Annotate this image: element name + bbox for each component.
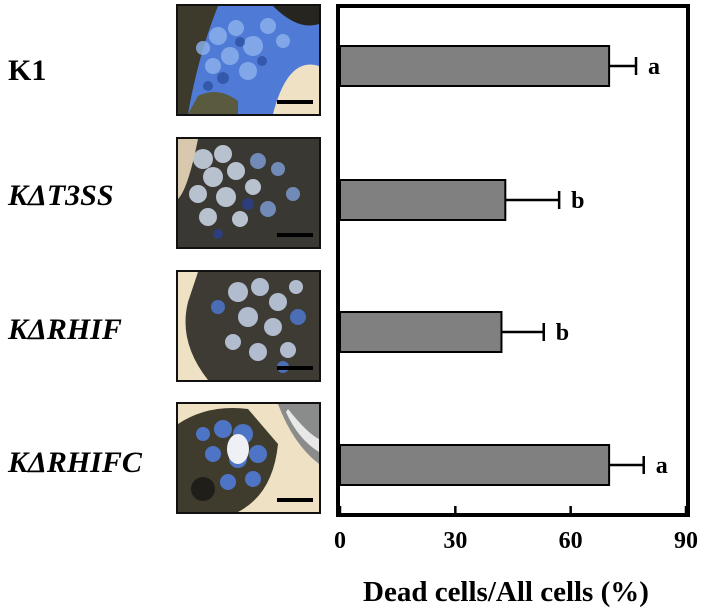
x-axis-title: Dead cells/All cells (%) xyxy=(363,576,649,608)
significance-label-2: b xyxy=(556,320,569,346)
x-tick-label-3: 90 xyxy=(674,528,698,554)
strain-label-k1: K1 xyxy=(8,54,47,87)
micrograph-kdt3ss xyxy=(176,137,321,249)
x-tick-label-2: 60 xyxy=(559,528,583,554)
plot-frame xyxy=(336,4,690,517)
strain-label-kdrhif: KΔRHIF xyxy=(8,313,122,346)
micrograph-k1-image xyxy=(178,6,319,114)
x-tick-label-0: 0 xyxy=(334,528,346,554)
bar-2 xyxy=(339,311,503,353)
bar-3 xyxy=(339,444,611,486)
bars-layer: a b b a xyxy=(339,45,668,486)
strain-label-kdrhifc: KΔRHIFC xyxy=(8,446,142,479)
micrograph-kdrhifc-image xyxy=(178,404,319,512)
significance-label-0: a xyxy=(648,54,660,80)
micrograph-k1 xyxy=(176,4,321,116)
bar-1 xyxy=(339,179,507,221)
micrograph-kdt3ss-image xyxy=(178,139,319,247)
micrograph-kdrhif xyxy=(176,270,321,382)
significance-label-3: a xyxy=(656,453,668,479)
bar-chart: a b b a 0 30 60 90 xyxy=(334,4,698,554)
x-tick-label-1: 30 xyxy=(443,528,467,554)
ticks-layer: 0 30 60 90 xyxy=(334,506,698,554)
bar-0 xyxy=(339,45,611,87)
micrograph-kdrhifc xyxy=(176,402,321,514)
micrograph-kdrhif-image xyxy=(178,272,319,380)
significance-label-1: b xyxy=(571,188,584,214)
strain-label-kdt3ss: KΔT3SS xyxy=(8,179,114,212)
